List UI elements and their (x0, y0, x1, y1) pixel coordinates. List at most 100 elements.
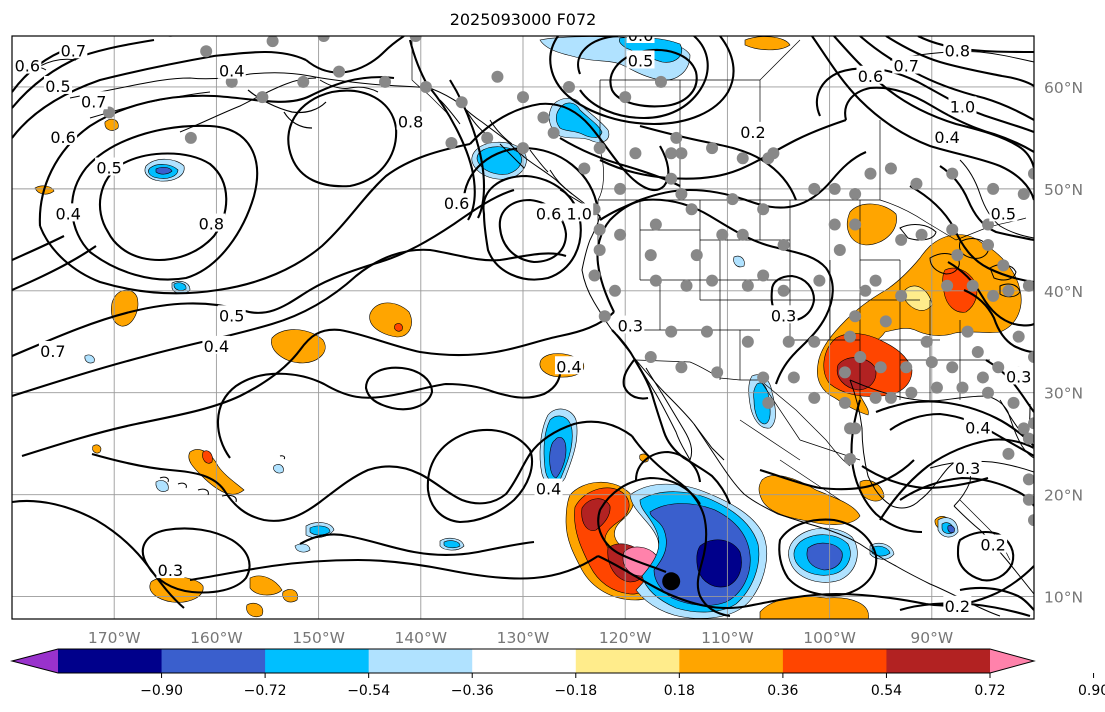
station-dot (1017, 422, 1030, 435)
station-dot (266, 36, 279, 48)
station-dot (578, 162, 591, 175)
station-dot (593, 223, 606, 236)
station-dot (491, 70, 504, 83)
station-dot (946, 361, 959, 374)
station-dot (1028, 417, 1034, 430)
station-dot (844, 452, 857, 465)
contour-label-bg (565, 203, 594, 222)
station-dot (971, 345, 984, 358)
coastline-path (69, 72, 431, 99)
station-dot (966, 279, 979, 292)
station-dot (409, 36, 422, 42)
colorbar-label: 0.18 (664, 683, 695, 699)
station-dot (900, 361, 913, 374)
contour-label: 0.6 (15, 57, 40, 76)
contour-label-bg (156, 560, 185, 579)
station-dot (808, 391, 821, 404)
station-dot (782, 335, 795, 348)
contour-label: 0.5 (96, 159, 121, 178)
contour-line (909, 185, 1034, 284)
colorbar-extend-max (990, 649, 1034, 673)
shade-positive (846, 203, 897, 246)
contour-line (861, 465, 989, 490)
station-dot (976, 371, 989, 384)
x-axis-ticks: 170°W 160°W 150°W 140°W 130°W 120°W 110°W 100°W… (88, 629, 953, 647)
contour-line (597, 476, 701, 573)
contour-line (38, 76, 395, 227)
station-dot (920, 335, 933, 348)
contour-line (609, 48, 698, 108)
contour-label: 0.4 (204, 337, 229, 356)
shade-negative (947, 525, 955, 533)
station-dot (915, 228, 928, 241)
contour-line (70, 124, 259, 281)
contour-label-bg (59, 40, 88, 59)
political-borders (411, 36, 1027, 561)
contour-line (549, 36, 735, 126)
station-dot (241, 20, 253, 32)
coastline-path (319, 79, 379, 93)
shade-negative (84, 354, 95, 364)
contour-label: 0.8 (199, 215, 224, 234)
contour-line (622, 359, 649, 400)
contour-line (12, 142, 471, 295)
contour-line (283, 111, 313, 129)
station-dot (736, 152, 749, 165)
contour-line (559, 137, 681, 187)
shade-positive (394, 323, 403, 332)
shade-positive (104, 118, 119, 131)
shade-negative (155, 166, 173, 175)
contour-line (599, 151, 867, 221)
contour-line (12, 248, 567, 398)
station-dot (680, 279, 693, 292)
station-dot (593, 244, 606, 257)
border-line (739, 379, 861, 501)
station-dot (946, 167, 959, 180)
colorbar-segment (161, 649, 266, 673)
coastline-path (693, 423, 1001, 617)
station-dot (670, 131, 683, 144)
shade-negative (549, 437, 567, 479)
contour-line (815, 67, 1034, 133)
shade-negative (696, 539, 742, 588)
x-tick-label: 150°W (292, 629, 345, 647)
contour-line (12, 50, 307, 139)
contour-line (963, 289, 1034, 354)
grid-lines (12, 36, 1034, 619)
station-dot (1033, 445, 1034, 452)
shade-negative (273, 464, 284, 474)
contour-label: 0.4 (219, 62, 244, 81)
colorbar-segment (886, 649, 991, 673)
station-dot (925, 356, 938, 369)
station-dot (562, 80, 575, 93)
colorbar-label: 0.72 (974, 683, 1005, 699)
station-dot (726, 193, 739, 206)
contour-label-bg (943, 40, 972, 59)
station-dot (864, 167, 877, 180)
contour-label: 0.6 (50, 128, 75, 147)
x-tick-label: 110°W (701, 629, 754, 647)
coastline-path (439, 99, 573, 195)
station-dot (854, 351, 867, 364)
contour-label-bg (769, 305, 798, 324)
station-dot (859, 284, 872, 297)
station-dot (808, 335, 821, 348)
station-dot (665, 325, 678, 338)
contour-label: 0.7 (61, 41, 86, 60)
contour-label: 0.8 (945, 41, 970, 60)
station-dot (445, 137, 458, 150)
station-dot (869, 391, 882, 404)
station-dot (614, 228, 627, 241)
station-dot (1007, 396, 1020, 409)
contour-label: 0.6 (858, 67, 883, 86)
contour-line (482, 174, 582, 281)
station-dot (787, 371, 800, 384)
x-tick-label: 170°W (88, 629, 141, 647)
contour-label-bg (738, 121, 767, 140)
coastline-path (999, 399, 1031, 436)
y-tick-label: 60°N (1044, 79, 1083, 97)
contour-label-bg (43, 75, 72, 94)
station-dot (992, 361, 1005, 374)
station-dot (1028, 167, 1034, 180)
contour-line (634, 450, 702, 483)
